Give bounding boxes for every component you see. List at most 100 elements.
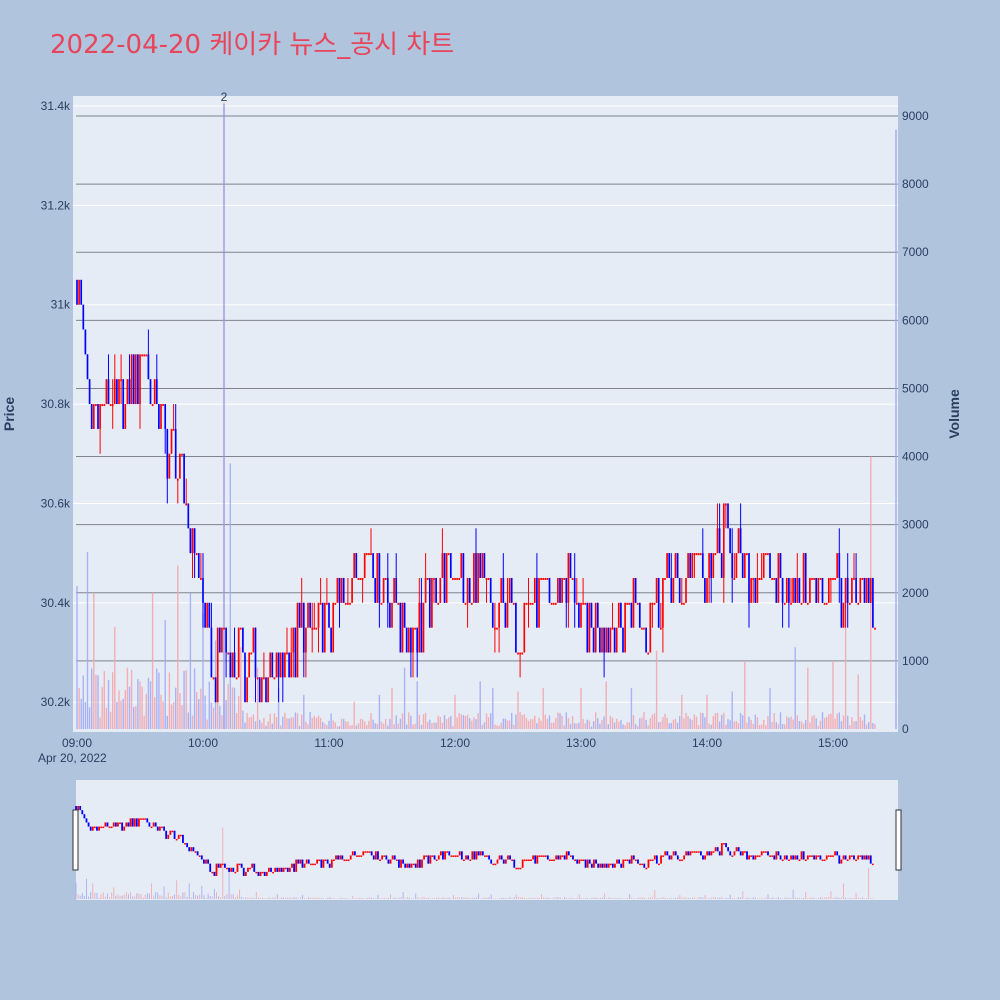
volume-bar xyxy=(393,724,395,729)
mini-volume-bar xyxy=(819,897,821,899)
mini-candle xyxy=(240,863,243,868)
x-tick-label: 11:00 xyxy=(314,736,343,750)
range-slider-handle-right[interactable] xyxy=(895,809,902,871)
volume-bar xyxy=(800,721,803,729)
mini-candle xyxy=(643,863,646,868)
candle-body xyxy=(365,553,368,556)
candle-body xyxy=(160,404,162,429)
mini-candle xyxy=(662,855,665,857)
volume-bar xyxy=(282,716,284,729)
mini-volume-bar xyxy=(717,898,719,899)
candle-body xyxy=(302,602,305,653)
mini-volume-bar xyxy=(106,893,108,899)
mini-volume-bar xyxy=(125,892,127,899)
candle-body xyxy=(454,577,456,580)
mini-candle xyxy=(825,855,828,860)
mini-candle xyxy=(725,843,727,848)
candle-body xyxy=(641,627,643,630)
mini-volume-bar xyxy=(610,897,612,899)
candle-body xyxy=(145,354,148,357)
volume-bar xyxy=(576,723,578,729)
candle-body xyxy=(221,627,223,653)
mini-volume-bar xyxy=(549,898,551,899)
candle-body xyxy=(538,577,540,628)
candle-body xyxy=(741,553,744,578)
mini-candle xyxy=(702,855,704,860)
volume-bar xyxy=(693,714,696,729)
mini-volume-bar xyxy=(438,897,440,899)
candle-body xyxy=(630,602,633,628)
volume-bar xyxy=(191,715,194,729)
candle-body xyxy=(651,602,654,605)
mini-candle xyxy=(370,851,373,856)
mini-candle xyxy=(102,826,105,829)
mini-candle xyxy=(314,863,316,866)
candle-body xyxy=(231,652,234,678)
volume-bar xyxy=(227,684,229,729)
mini-candle xyxy=(374,851,377,860)
candle-body xyxy=(701,553,704,578)
mini-volume-bar xyxy=(790,897,792,899)
mini-candle xyxy=(463,859,465,862)
range-slider[interactable] xyxy=(76,780,898,900)
mini-candle xyxy=(704,855,706,860)
mini-volume-bar xyxy=(499,898,501,899)
candle-body xyxy=(475,553,477,603)
mini-volume-bar xyxy=(310,897,312,899)
volume-bar xyxy=(439,716,441,729)
volume-bar xyxy=(78,687,80,729)
mini-volume-bar xyxy=(803,897,805,899)
candle-body xyxy=(664,577,666,580)
range-slider-handle-left[interactable] xyxy=(72,809,79,871)
mini-candle xyxy=(739,851,742,856)
price-tick-label: 31.2k xyxy=(41,198,71,212)
mini-volume-bar xyxy=(150,883,152,899)
volume-bar xyxy=(609,715,612,729)
volume-bar xyxy=(697,725,700,729)
volume-bar xyxy=(103,671,105,729)
volume-bar xyxy=(441,722,444,729)
mini-candle xyxy=(720,843,723,856)
volume-bar xyxy=(424,712,427,729)
mini-candle xyxy=(813,855,816,860)
mini-volume-bar xyxy=(805,892,807,899)
volume-bar xyxy=(603,716,605,729)
candle-body xyxy=(185,503,188,506)
volume-bar xyxy=(460,714,462,729)
mini-candle xyxy=(788,859,790,862)
volume-bar xyxy=(290,717,292,729)
mini-candle xyxy=(152,822,155,827)
mini-candle xyxy=(219,863,222,868)
candle-body xyxy=(279,652,282,678)
candle-body xyxy=(368,553,370,556)
mini-candle xyxy=(538,855,541,857)
mini-candle xyxy=(785,855,788,860)
volume-bar xyxy=(374,723,376,729)
candle-body xyxy=(416,627,419,653)
mini-volume-bar xyxy=(306,898,308,899)
volume-bar xyxy=(674,718,677,729)
volume-bar xyxy=(666,717,668,729)
candle-body xyxy=(773,577,776,580)
volume-bar xyxy=(546,718,549,729)
candle-body xyxy=(846,577,849,603)
volume-bar xyxy=(868,721,870,729)
candle-body xyxy=(571,577,574,580)
volume-bar xyxy=(443,715,446,729)
candle-body xyxy=(767,553,769,556)
mini-volume-bar xyxy=(446,897,448,899)
mini-volume-bar xyxy=(650,897,652,899)
mini-candle xyxy=(832,855,834,857)
volume-bar xyxy=(107,679,110,729)
candle-body xyxy=(128,379,131,405)
mini-candle xyxy=(140,818,142,820)
mini-volume-bar xyxy=(423,897,425,899)
mini-volume-bar xyxy=(157,892,159,899)
candle-body xyxy=(563,577,566,580)
volume-bar xyxy=(391,688,393,729)
volume-bar xyxy=(368,720,370,729)
volume-bar xyxy=(265,725,267,729)
volume-bar xyxy=(101,687,103,729)
candle-body xyxy=(496,627,498,630)
candle-body xyxy=(779,553,782,578)
